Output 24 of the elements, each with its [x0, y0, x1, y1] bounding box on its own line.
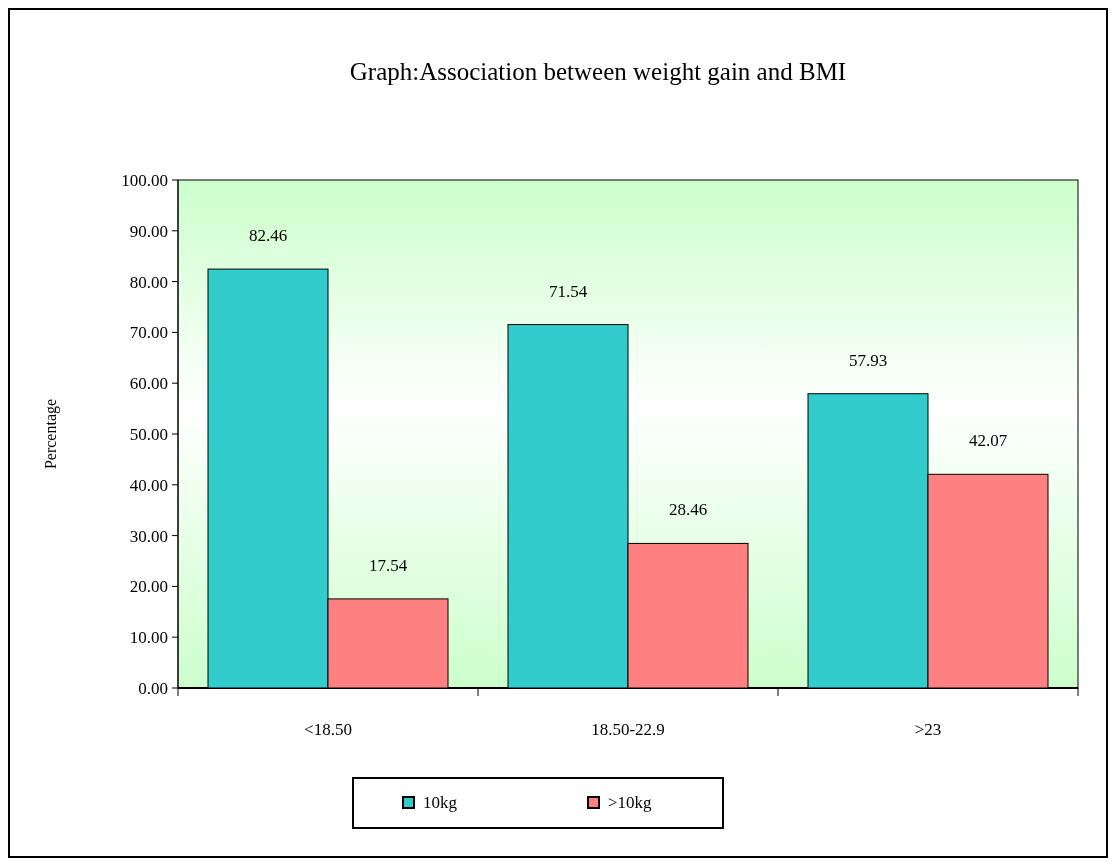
- x-tick-label: <18.50: [304, 720, 352, 739]
- y-tick-label: 50.00: [129, 425, 168, 444]
- x-tick-label: 18.50-22.9: [591, 720, 665, 739]
- y-tick-label: 30.00: [129, 526, 168, 546]
- y-tick-label: 90.00: [129, 221, 168, 241]
- chart-title: Graph:Association between weight gain and BMI: [349, 58, 847, 85]
- y-tick-label: 100.00: [121, 171, 168, 190]
- y-tick-label: 60.00: [129, 374, 168, 394]
- data-label: 17.54: [368, 555, 408, 575]
- data-label: 82.46: [248, 226, 288, 246]
- data-label: 42.07: [968, 431, 1008, 451]
- y-tick-label: 20.00: [129, 577, 168, 597]
- data-label: 57.93: [848, 350, 888, 370]
- legend-label: >10kg: [608, 793, 653, 812]
- y-axis-title: Percentage: [42, 398, 60, 470]
- y-tick-label: 0.00: [138, 679, 168, 698]
- data-label: 28.46: [668, 500, 708, 520]
- y-tick-label: 40.00: [129, 475, 168, 495]
- legend-label: 10kg: [423, 793, 458, 812]
- y-tick-label: 80.00: [129, 272, 168, 292]
- x-tick-label: >23: [914, 720, 942, 739]
- data-label: 71.54: [548, 281, 588, 301]
- y-tick-label: 70.00: [129, 323, 168, 343]
- y-tick-label: 10.00: [129, 628, 168, 648]
